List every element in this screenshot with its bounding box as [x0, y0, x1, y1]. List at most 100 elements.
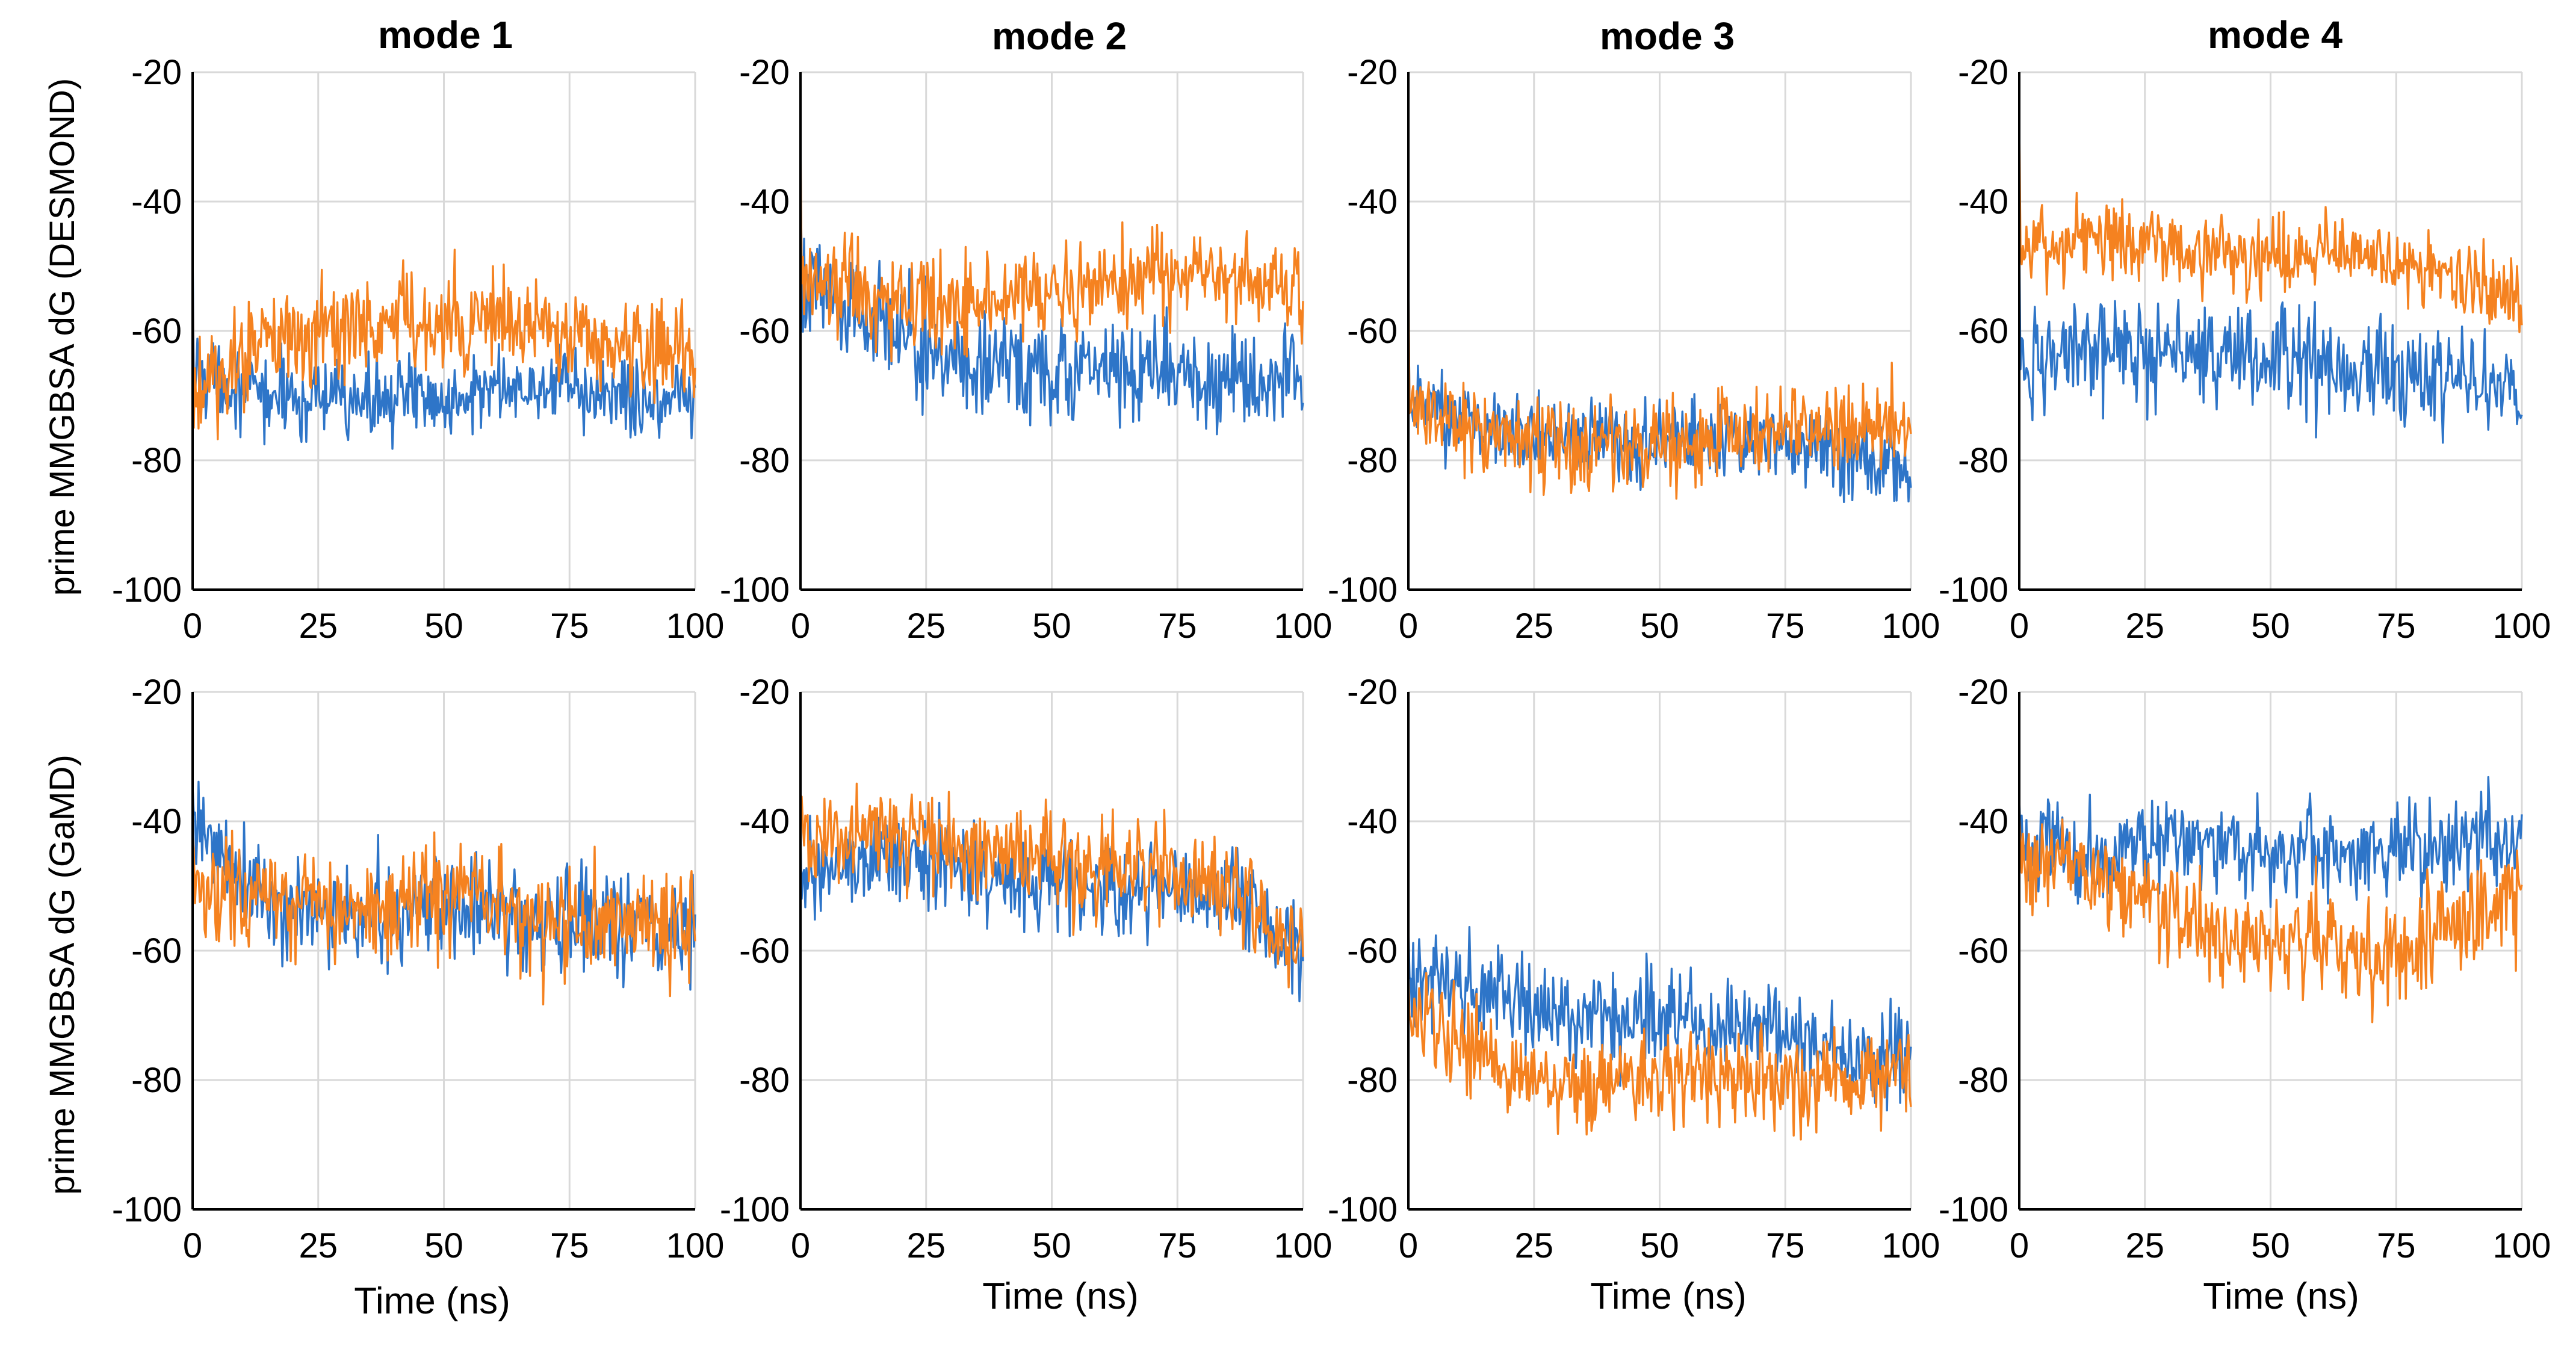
x-tick-label: 25	[2125, 1226, 2164, 1265]
series-line-orange	[799, 782, 1304, 989]
x-tick-label: 50	[2251, 607, 2290, 646]
xlabel-mode-3: Time (ns)	[1590, 1276, 1746, 1317]
x-tick-label: 25	[2125, 607, 2164, 646]
y-tick-label: -80	[1347, 1061, 1398, 1100]
y-tick-label: -40	[1958, 802, 2008, 841]
row-ylabel-desmond: prime MMGBSA dG (DESMOND)	[43, 78, 82, 596]
col-title-mode-3: mode 3	[1600, 14, 1735, 58]
y-tick-label: -80	[739, 441, 790, 480]
y-tick-label: -100	[1328, 1190, 1398, 1229]
y-tick-label: -80	[1347, 441, 1398, 480]
y-tick-label: -60	[1958, 312, 2008, 351]
x-tick-label: 50	[1032, 607, 1071, 646]
x-tick-label: 75	[1158, 1226, 1197, 1265]
y-tick-label: -60	[739, 312, 790, 351]
x-tick-label: 50	[2251, 1226, 2290, 1265]
y-tick-label: -20	[1347, 53, 1398, 92]
x-tick-label: 25	[1514, 1226, 1553, 1265]
y-tick-label: -100	[112, 1190, 182, 1229]
y-tick-label: -20	[1958, 673, 2008, 712]
y-tick-label: -40	[1958, 182, 2008, 221]
y-tick-label: -20	[131, 53, 182, 92]
x-tick-label: 75	[1766, 1226, 1805, 1265]
series-line-orange	[2018, 815, 2523, 1023]
y-tick-label: -60	[131, 931, 182, 971]
y-tick-label: -100	[1939, 1190, 2008, 1229]
y-tick-label: -20	[739, 53, 790, 92]
x-tick-label: 0	[791, 607, 810, 646]
y-tick-label: -40	[1347, 802, 1398, 841]
x-tick-label: 25	[299, 607, 338, 646]
x-tick-label: 0	[183, 607, 202, 646]
series-line-orange	[2018, 123, 2523, 333]
y-tick-label: -100	[1939, 570, 2008, 610]
y-tick-label: -40	[739, 802, 790, 841]
series-line-orange	[799, 137, 1304, 363]
y-tick-label: -100	[720, 1190, 790, 1229]
y-tick-label: -100	[720, 570, 790, 610]
x-tick-label: 0	[1399, 607, 1418, 646]
x-tick-label: 100	[2493, 607, 2551, 646]
x-tick-label: 25	[906, 1226, 946, 1265]
x-tick-label: 0	[1399, 1226, 1418, 1265]
x-tick-label: 50	[424, 607, 463, 646]
series-line-blue	[2018, 776, 2523, 909]
y-tick-label: -20	[739, 673, 790, 712]
y-tick-label: -60	[1347, 931, 1398, 971]
x-tick-label: 25	[906, 607, 946, 646]
y-tick-label: -100	[1328, 570, 1398, 610]
y-tick-label: -40	[131, 182, 182, 221]
x-tick-label: 75	[2377, 1226, 2416, 1265]
x-tick-label: 50	[1640, 607, 1679, 646]
y-tick-label: -100	[112, 570, 182, 610]
y-tick-label: -80	[739, 1061, 790, 1100]
x-tick-label: 0	[2010, 1226, 2029, 1265]
x-tick-label: 75	[2377, 607, 2416, 646]
x-tick-label: 75	[1766, 607, 1805, 646]
y-tick-label: -60	[739, 931, 790, 971]
x-tick-label: 100	[666, 607, 725, 646]
y-tick-label: -40	[739, 182, 790, 221]
series-line-blue	[2018, 247, 2523, 444]
y-tick-label: -80	[1958, 1061, 2008, 1100]
y-tick-label: -20	[1347, 673, 1398, 712]
col-title-mode-4: mode 4	[2208, 13, 2342, 57]
y-tick-label: -60	[131, 312, 182, 351]
x-tick-label: 100	[1274, 607, 1333, 646]
series-line-orange	[191, 829, 696, 1006]
x-tick-label: 100	[1274, 1226, 1333, 1265]
x-tick-label: 75	[550, 1226, 589, 1265]
col-title-mode-2: mode 2	[992, 14, 1127, 58]
series-line-orange	[1407, 279, 1912, 500]
x-tick-label: 100	[666, 1226, 725, 1265]
x-tick-label: 100	[2493, 1226, 2551, 1265]
row-ylabel-gamd: prime MMGBSA dG (GaMD)	[43, 755, 82, 1195]
x-tick-label: 50	[1640, 1226, 1679, 1265]
series-line-orange	[1407, 972, 1912, 1141]
x-tick-label: 0	[791, 1226, 810, 1265]
y-tick-label: -80	[1958, 441, 2008, 480]
xlabel-mode-2: Time (ns)	[982, 1276, 1138, 1317]
col-title-mode-1: mode 1	[378, 13, 513, 57]
y-tick-label: -80	[131, 1061, 182, 1100]
x-tick-label: 25	[299, 1226, 338, 1265]
xlabel-mode-1: Time (ns)	[354, 1280, 510, 1322]
series-line-blue	[799, 162, 1304, 436]
y-tick-label: -40	[131, 802, 182, 841]
x-tick-label: 75	[1158, 607, 1197, 646]
xlabel-mode-4: Time (ns)	[2203, 1276, 2359, 1317]
y-tick-label: -80	[131, 441, 182, 480]
y-tick-label: -60	[1958, 931, 2008, 971]
series-line-blue	[191, 253, 696, 450]
x-tick-label: 25	[1514, 607, 1553, 646]
x-tick-label: 100	[1882, 1226, 1940, 1265]
